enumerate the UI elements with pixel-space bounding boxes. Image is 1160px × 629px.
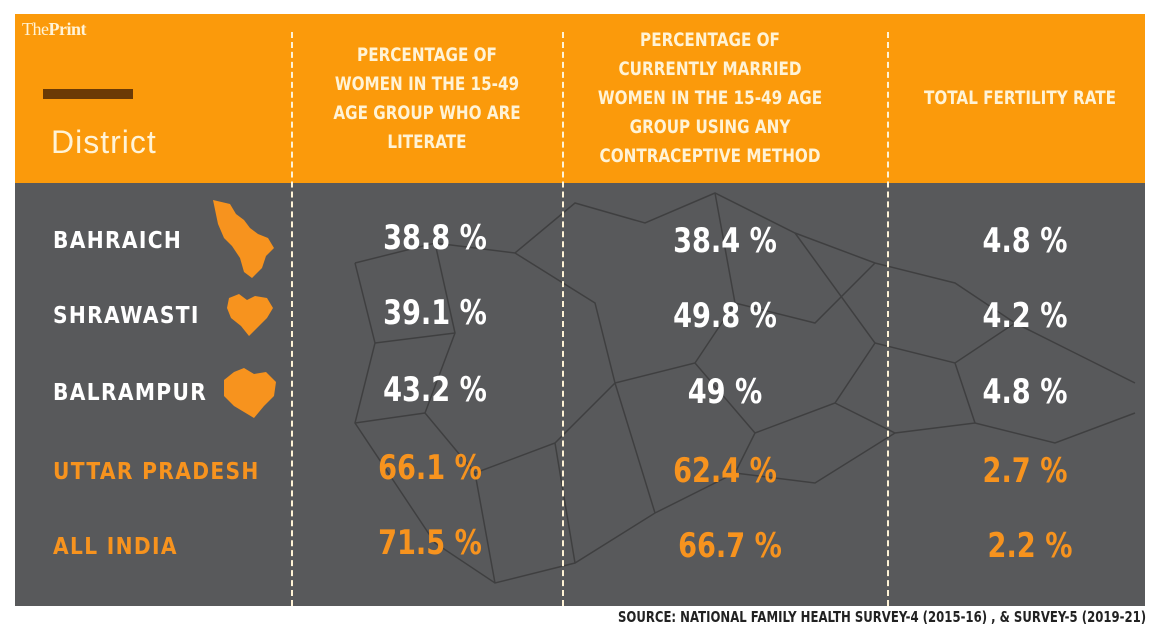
region-name: ALL INDIA — [53, 534, 178, 560]
contraceptive-value: 66.7 % — [678, 526, 782, 566]
contraceptive-value: 62.4 % — [673, 451, 777, 491]
tfr-value: 4.8 % — [982, 221, 1068, 261]
source-note: SOURCE: NATIONAL FAMILY HEALTH SURVEY-4 … — [617, 608, 1146, 626]
column-header-tfr: TOTAL FERTILITY RATE — [923, 87, 1117, 109]
uttar-pradesh-map-background — [354, 192, 1136, 584]
tfr-value: 4.8 % — [982, 372, 1068, 412]
theprint-logo: ThePrint — [22, 19, 86, 39]
table-header: ThePrint District PERCENTAGE OF WOMEN IN… — [15, 14, 1145, 183]
infographic-panel: ThePrint District PERCENTAGE OF WOMEN IN… — [15, 14, 1145, 606]
balrampur-district-shape — [224, 368, 276, 418]
column-header-literacy: PERCENTAGE OF WOMEN IN THE 15-49 AGE GRO… — [333, 43, 521, 153]
district-name: SHRAWASTI — [53, 303, 200, 329]
region-name: UTTAR PRADESH — [53, 459, 260, 485]
bahraich-district-shape — [213, 200, 274, 278]
district-name: BALRAMPUR — [53, 380, 208, 406]
decorative-bar — [43, 89, 133, 99]
district-name: BAHRAICH — [53, 228, 183, 254]
contraceptive-value: 38.4 % — [673, 221, 777, 261]
literacy-value: 39.1 % — [383, 293, 487, 333]
literacy-value: 43.2 % — [383, 370, 487, 410]
literacy-value: 66.1 % — [378, 448, 482, 488]
contraceptive-value: 49.8 % — [673, 296, 777, 336]
tfr-value: 2.7 % — [982, 451, 1068, 491]
contraceptive-value: 49 % — [687, 372, 763, 412]
tfr-value: 2.2 % — [987, 526, 1073, 566]
tfr-value: 4.2 % — [982, 296, 1068, 336]
literacy-value: 71.5 % — [378, 523, 482, 563]
column-header-district: District — [51, 124, 157, 160]
shrawasti-district-shape — [227, 294, 273, 336]
column-divider — [887, 32, 889, 606]
literacy-value: 38.8 % — [383, 218, 487, 258]
column-divider — [562, 32, 564, 606]
column-divider — [291, 32, 293, 606]
column-header-contraceptive: PERCENTAGE OF CURRENTLY MARRIED WOMEN IN… — [597, 29, 823, 167]
